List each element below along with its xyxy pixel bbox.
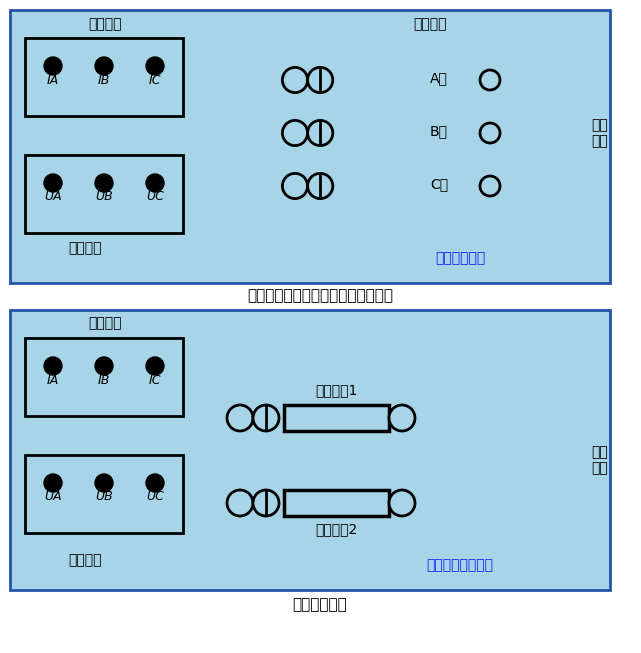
Bar: [25, 38, 183, 116]
Circle shape: [146, 474, 164, 492]
Text: IB: IB: [98, 74, 110, 86]
Circle shape: [480, 70, 500, 90]
Text: IC: IC: [149, 74, 162, 86]
Circle shape: [253, 405, 279, 431]
Text: UA: UA: [44, 490, 62, 503]
Circle shape: [95, 57, 113, 75]
Circle shape: [95, 357, 113, 375]
Circle shape: [283, 174, 308, 199]
Circle shape: [146, 57, 164, 75]
Text: 耦合电容测量接线: 耦合电容测量接线: [426, 558, 494, 572]
Bar: [10, 10, 610, 283]
Text: 仪器输出: 仪器输出: [88, 17, 122, 31]
Bar: [284, 490, 389, 516]
Text: B相: B相: [430, 124, 448, 138]
Text: UC: UC: [146, 490, 164, 503]
Text: 电压测量: 电压测量: [68, 241, 102, 255]
Circle shape: [44, 474, 62, 492]
Text: IA: IA: [47, 374, 59, 387]
Text: 耦合电容接线: 耦合电容接线: [293, 597, 347, 613]
Bar: [284, 405, 389, 431]
Text: UC: UC: [146, 191, 164, 204]
Circle shape: [95, 474, 113, 492]
Text: 电压测量: 电压测量: [68, 553, 102, 567]
Text: 仪器输出: 仪器输出: [88, 316, 122, 330]
Text: UA: UA: [44, 191, 62, 204]
Circle shape: [227, 405, 253, 431]
Text: C相: C相: [430, 177, 448, 191]
Circle shape: [308, 67, 333, 93]
Circle shape: [389, 490, 415, 516]
Circle shape: [308, 174, 333, 199]
Text: IC: IC: [149, 374, 162, 387]
Text: IB: IB: [98, 374, 110, 387]
Text: 对端
悬空: 对端 悬空: [592, 118, 608, 148]
Bar: [25, 338, 183, 416]
Circle shape: [44, 357, 62, 375]
Text: 被测线路1: 被测线路1: [315, 383, 358, 397]
Circle shape: [480, 123, 500, 143]
Text: 零序电容接线或者按照正序电容接线: 零序电容接线或者按照正序电容接线: [247, 289, 393, 304]
Circle shape: [253, 490, 279, 516]
Circle shape: [44, 174, 62, 192]
Circle shape: [146, 357, 164, 375]
Circle shape: [44, 57, 62, 75]
Text: A相: A相: [430, 71, 448, 85]
Circle shape: [480, 176, 500, 196]
Circle shape: [389, 405, 415, 431]
Circle shape: [283, 120, 308, 146]
Circle shape: [283, 67, 308, 93]
Bar: [25, 155, 183, 233]
Text: 对端
悬空: 对端 悬空: [592, 445, 608, 475]
Bar: [25, 455, 183, 533]
Circle shape: [308, 120, 333, 146]
Text: UB: UB: [95, 191, 113, 204]
Circle shape: [95, 174, 113, 192]
Text: 被测线路: 被测线路: [413, 17, 447, 31]
Bar: [10, 310, 610, 590]
Text: UB: UB: [95, 490, 113, 503]
Circle shape: [227, 490, 253, 516]
Text: 被测线路2: 被测线路2: [315, 522, 358, 536]
Text: IA: IA: [47, 74, 59, 86]
Text: 零序电容接线: 零序电容接线: [435, 251, 485, 265]
Circle shape: [146, 174, 164, 192]
